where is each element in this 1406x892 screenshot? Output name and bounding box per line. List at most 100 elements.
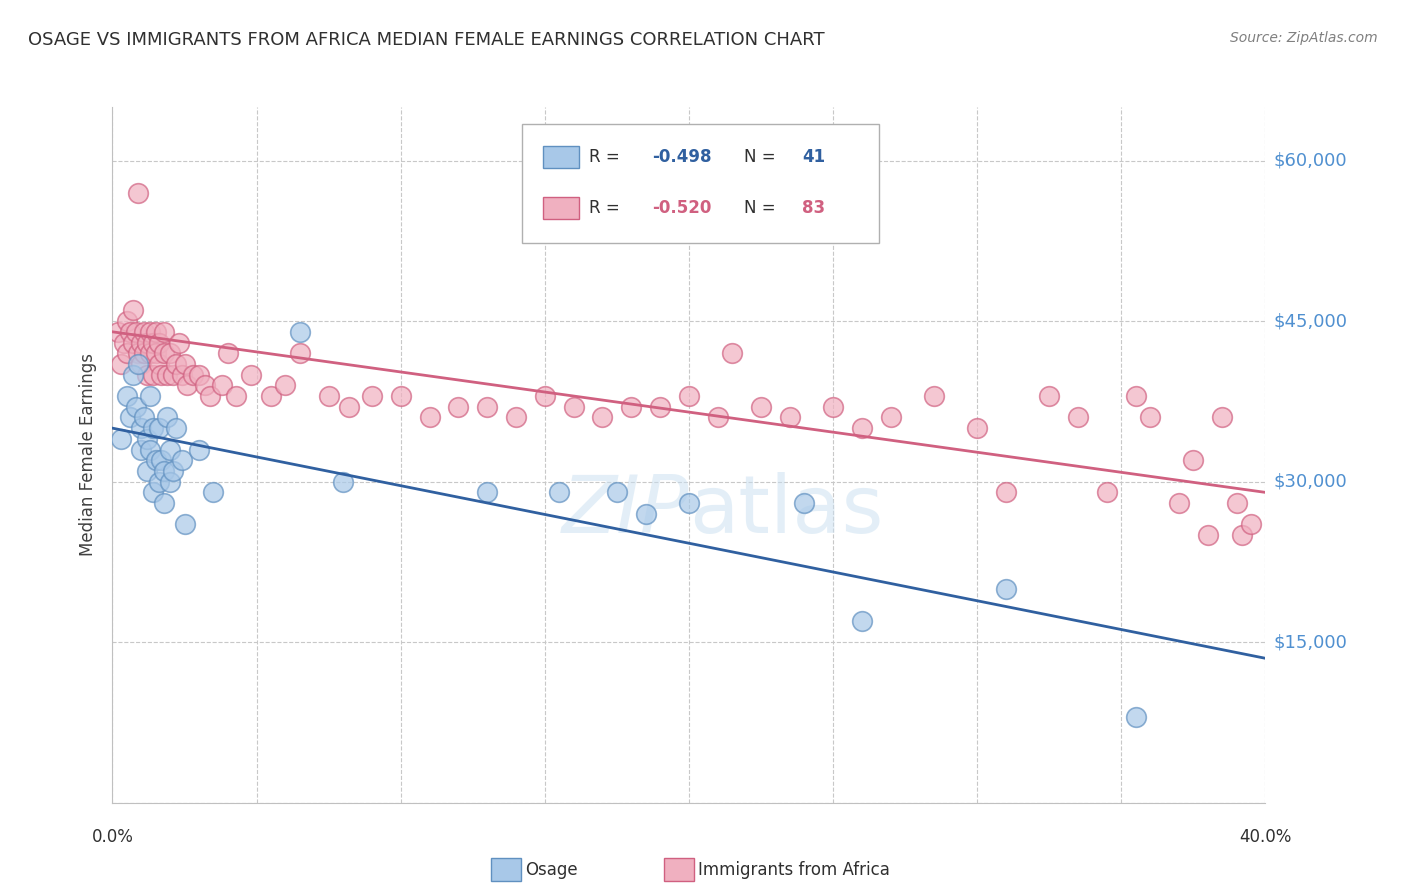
Point — [136, 368, 159, 382]
Point — [139, 389, 162, 403]
Point — [139, 325, 162, 339]
Point — [145, 325, 167, 339]
Point — [239, 368, 262, 382]
Point — [1167, 496, 1189, 510]
Point — [142, 485, 165, 500]
Point — [110, 432, 132, 446]
Point — [156, 368, 179, 382]
Point — [1240, 517, 1263, 532]
FancyBboxPatch shape — [491, 858, 520, 880]
Point — [1139, 410, 1161, 425]
Point — [124, 400, 146, 414]
Point — [134, 410, 156, 425]
Point — [505, 410, 527, 425]
Point — [648, 400, 672, 414]
Point — [170, 453, 193, 467]
Point — [127, 346, 149, 360]
Point — [634, 507, 657, 521]
Point — [475, 400, 498, 414]
FancyBboxPatch shape — [543, 146, 579, 169]
Point — [533, 389, 555, 403]
Text: $30,000: $30,000 — [1274, 473, 1347, 491]
Point — [173, 517, 195, 532]
Point — [260, 389, 283, 403]
Point — [153, 464, 176, 478]
Point — [211, 378, 233, 392]
Point — [188, 368, 211, 382]
Point — [148, 335, 170, 350]
Point — [148, 421, 170, 435]
Point — [922, 389, 945, 403]
Point — [139, 442, 162, 457]
Point — [779, 410, 801, 425]
Point — [995, 582, 1018, 596]
Point — [121, 303, 143, 318]
Point — [121, 368, 143, 382]
Text: 0.0%: 0.0% — [91, 828, 134, 846]
Point — [217, 346, 239, 360]
Point — [1038, 389, 1060, 403]
Point — [159, 346, 181, 360]
Point — [419, 410, 441, 425]
Text: 83: 83 — [801, 199, 825, 217]
Point — [165, 357, 187, 371]
Point — [134, 346, 156, 360]
Point — [115, 389, 138, 403]
Point — [1211, 410, 1233, 425]
Point — [167, 335, 190, 350]
Y-axis label: Median Female Earnings: Median Female Earnings — [79, 353, 97, 557]
Point — [145, 346, 167, 360]
Point — [127, 357, 149, 371]
Point — [112, 335, 135, 350]
Point — [165, 421, 187, 435]
Point — [793, 496, 815, 510]
Point — [548, 485, 571, 500]
Text: OSAGE VS IMMIGRANTS FROM AFRICA MEDIAN FEMALE EARNINGS CORRELATION CHART: OSAGE VS IMMIGRANTS FROM AFRICA MEDIAN F… — [28, 31, 825, 49]
Text: 41: 41 — [801, 148, 825, 166]
Point — [706, 410, 728, 425]
Point — [1095, 485, 1118, 500]
Point — [153, 496, 176, 510]
Point — [1197, 528, 1219, 542]
Point — [337, 400, 360, 414]
Point — [1232, 528, 1254, 542]
Point — [121, 335, 143, 350]
Text: R =: R = — [589, 199, 624, 217]
Point — [148, 357, 170, 371]
Text: $45,000: $45,000 — [1274, 312, 1348, 330]
Point — [124, 325, 146, 339]
Point — [115, 346, 138, 360]
Point — [145, 453, 167, 467]
Point — [136, 464, 159, 478]
Point — [562, 400, 585, 414]
Point — [200, 389, 222, 403]
Point — [162, 464, 184, 478]
Point — [188, 442, 211, 457]
Point — [107, 325, 129, 339]
Point — [1125, 389, 1147, 403]
Point — [880, 410, 903, 425]
Text: R =: R = — [589, 148, 624, 166]
Point — [156, 410, 179, 425]
Point — [274, 378, 297, 392]
Point — [288, 346, 311, 360]
Point — [118, 410, 141, 425]
Point — [592, 410, 614, 425]
Point — [1182, 453, 1205, 467]
Point — [134, 325, 156, 339]
Point — [332, 475, 354, 489]
Point — [173, 357, 195, 371]
Point — [447, 400, 470, 414]
Point — [129, 421, 153, 435]
Point — [129, 335, 153, 350]
Point — [966, 421, 988, 435]
Point — [360, 389, 382, 403]
Text: Source: ZipAtlas.com: Source: ZipAtlas.com — [1230, 31, 1378, 45]
Point — [142, 335, 165, 350]
Point — [118, 325, 141, 339]
Text: -0.520: -0.520 — [652, 199, 711, 217]
Point — [139, 346, 162, 360]
Point — [475, 485, 498, 500]
FancyBboxPatch shape — [522, 124, 879, 243]
Text: N =: N = — [744, 148, 782, 166]
